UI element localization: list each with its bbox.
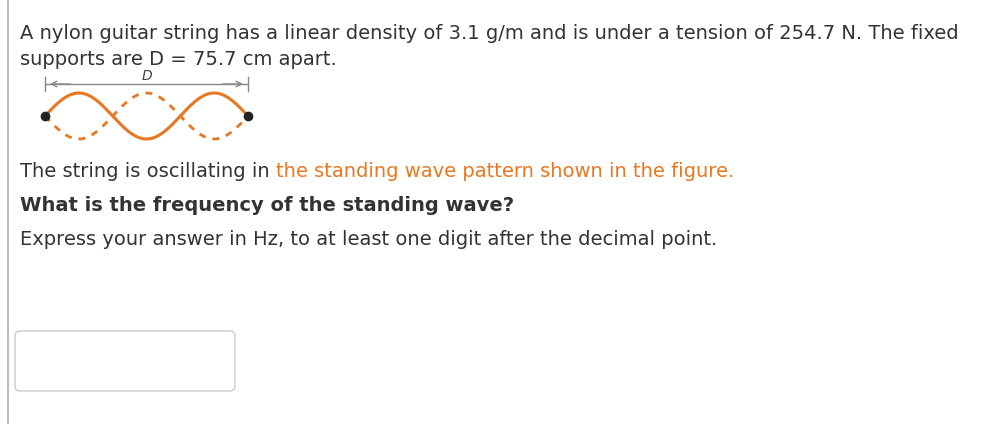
Text: What is the frequency of the standing wave?: What is the frequency of the standing wa… — [20, 196, 514, 215]
Text: D: D — [141, 69, 152, 83]
Text: the standing wave pattern shown in the figure.: the standing wave pattern shown in the f… — [275, 162, 734, 181]
Text: A nylon guitar string has a linear density of 3.1 g/m and is under a tension of : A nylon guitar string has a linear densi… — [20, 24, 958, 43]
FancyBboxPatch shape — [15, 331, 235, 391]
Text: Express your answer in Hz, to at least one digit after the decimal point.: Express your answer in Hz, to at least o… — [20, 230, 717, 249]
Text: supports are D = 75.7 cm apart.: supports are D = 75.7 cm apart. — [20, 50, 337, 69]
Text: The string is oscillating in: The string is oscillating in — [20, 162, 275, 181]
